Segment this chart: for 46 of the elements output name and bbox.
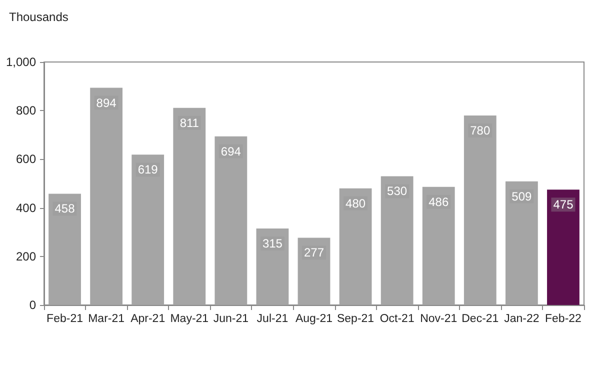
y-tick-label: 600: [16, 152, 36, 166]
x-tick-label: Sep-21: [336, 313, 374, 325]
bar: [173, 108, 206, 305]
y-tick-label: 800: [16, 104, 36, 118]
x-tick-label: Apr-21: [130, 313, 166, 325]
y-tick-label: 400: [16, 200, 36, 215]
y-tick-label: 1,000: [6, 55, 36, 69]
x-tick-label: Oct-21: [380, 313, 414, 325]
bar: [380, 176, 414, 305]
bar: [339, 188, 372, 305]
bar: [422, 186, 455, 305]
bar: [132, 154, 164, 305]
x-tick-label: Jan-22: [504, 313, 540, 325]
x-tick-label: Feb-21: [46, 313, 83, 325]
y-axis-title: Thousands: [9, 10, 68, 24]
bar: [547, 190, 580, 305]
data-label: 780: [470, 123, 490, 138]
bar: [48, 194, 81, 305]
y-tick-label: 0: [29, 298, 36, 312]
x-tick-label: Mar-21: [88, 313, 125, 325]
bar: [464, 115, 496, 305]
x-tick-label: Jul-21: [256, 313, 288, 325]
x-tick-label: Nov-21: [420, 313, 458, 325]
data-label: 530: [387, 184, 408, 198]
data-label: 277: [304, 246, 324, 260]
bar: [298, 238, 330, 305]
bar: [214, 136, 248, 305]
bar: [256, 228, 289, 305]
x-tick-label: May-21: [170, 313, 209, 325]
data-label: 458: [54, 202, 76, 216]
data-label: 619: [138, 162, 158, 177]
data-label: 694: [220, 144, 242, 158]
x-tick-label: Feb-22: [545, 313, 582, 325]
x-tick-label: Dec-21: [462, 313, 499, 325]
y-tick-label: 200: [16, 249, 36, 264]
bar: [90, 88, 123, 305]
x-tick-label: Jun-21: [213, 313, 249, 325]
data-label: 315: [262, 236, 283, 250]
data-label: 509: [512, 189, 532, 204]
data-label: 475: [553, 198, 574, 212]
data-label: 486: [428, 194, 449, 209]
data-label: 894: [96, 96, 117, 110]
data-label: 480: [346, 196, 366, 210]
data-label: 811: [180, 116, 200, 130]
bar: [505, 181, 538, 305]
x-tick-label: Aug-21: [295, 313, 333, 325]
